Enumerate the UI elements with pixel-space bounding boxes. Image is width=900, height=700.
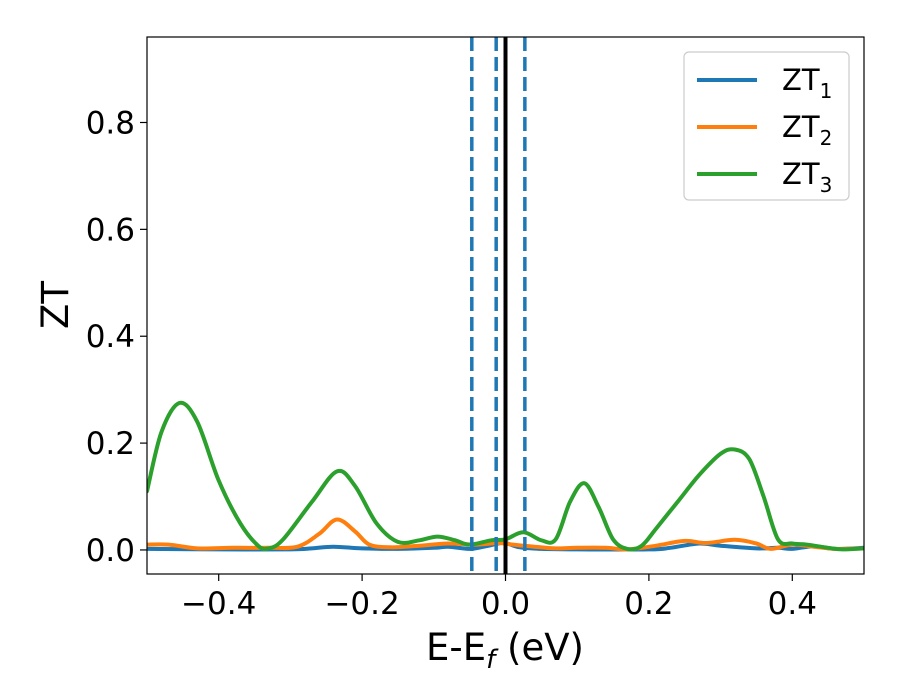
y-tick-label: 0.4 bbox=[86, 319, 135, 355]
reference-lines bbox=[470, 37, 527, 574]
y-tick-label: 0.0 bbox=[86, 533, 135, 569]
y-axis-title: ZT bbox=[34, 281, 77, 329]
legend-label-zt1: ZT1 bbox=[782, 63, 832, 103]
series-group bbox=[147, 400, 864, 552]
x-axis: −0.4 −0.2 0.0 0.2 0.4 bbox=[181, 574, 817, 622]
x-tick-label: −0.2 bbox=[324, 586, 399, 622]
y-tick-label: 0.8 bbox=[86, 105, 135, 141]
x-tick-label: 0.2 bbox=[624, 586, 673, 622]
legend-box bbox=[683, 51, 850, 201]
y-tick-label: 0.2 bbox=[86, 426, 135, 462]
x-tick-label: −0.4 bbox=[181, 586, 256, 622]
x-tick-label: 0.0 bbox=[481, 586, 530, 622]
y-axis: 0.0 0.2 0.4 0.6 0.8 bbox=[86, 105, 147, 569]
y-tick-label: 0.6 bbox=[86, 212, 135, 248]
legend-label-zt3: ZT3 bbox=[782, 157, 832, 197]
x-tick-label: 0.4 bbox=[768, 586, 817, 622]
legend: ZT1 ZT2 ZT3 bbox=[683, 51, 850, 201]
x-axis-title: E-Ef (eV) bbox=[426, 626, 584, 675]
series-line-zt3 bbox=[147, 400, 864, 552]
legend-label-zt2: ZT2 bbox=[782, 110, 832, 150]
series-line-zt2 bbox=[147, 517, 864, 552]
